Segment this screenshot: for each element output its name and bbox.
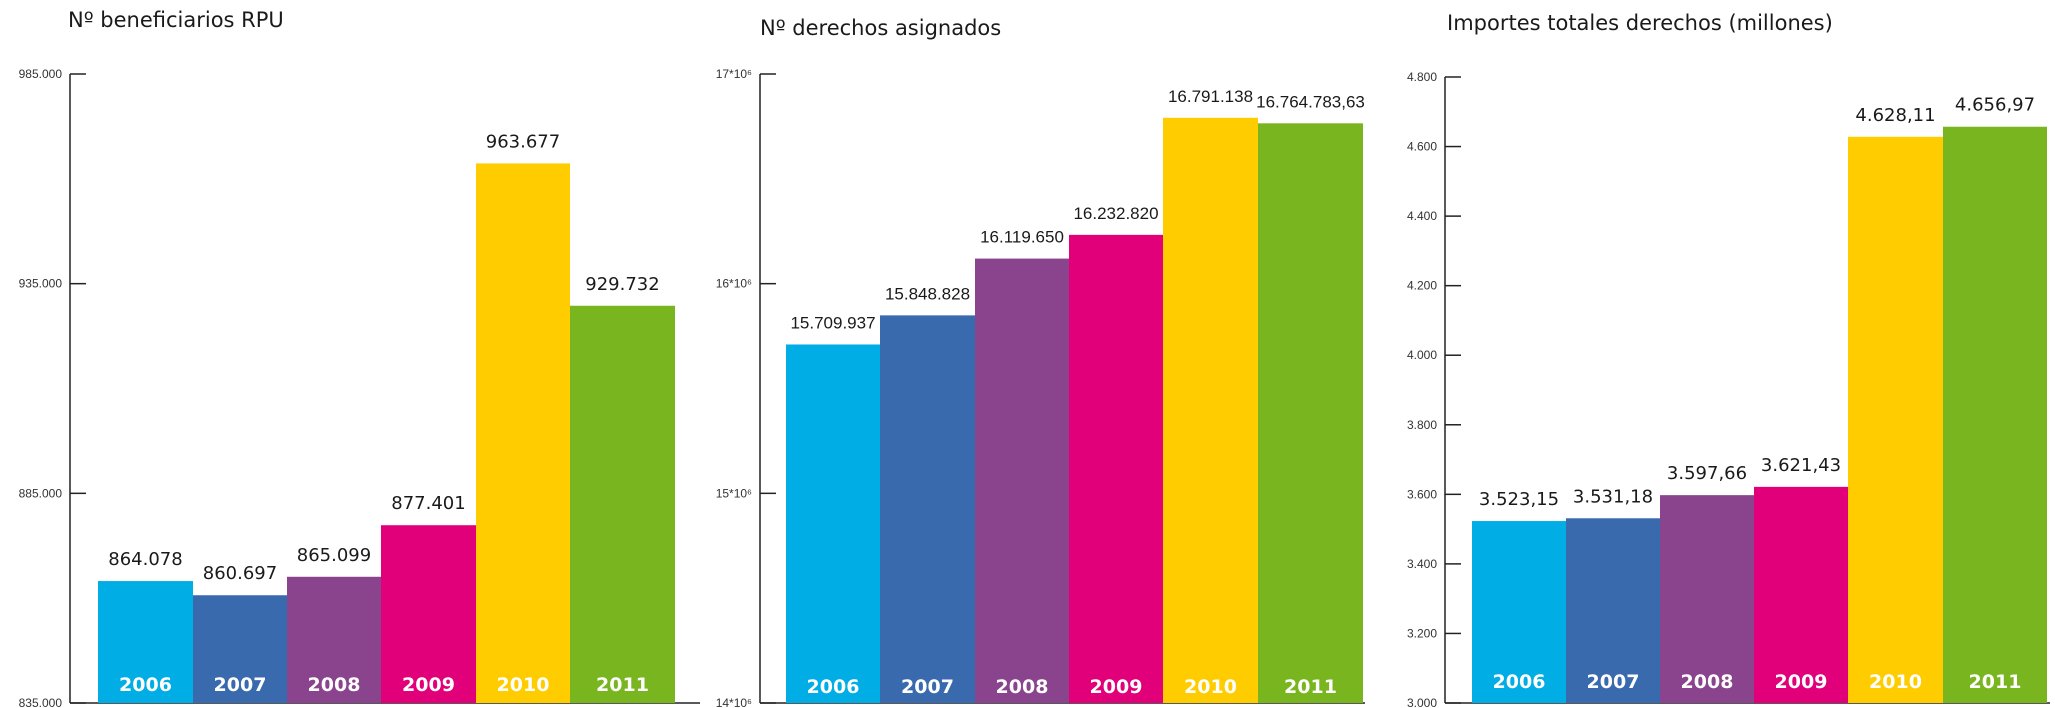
data-label: 963.677	[486, 131, 560, 152]
data-label: 3.523,15	[1479, 489, 1559, 510]
data-label: 16.232.820	[1073, 204, 1158, 223]
x-tick-label: 2009	[402, 674, 455, 696]
data-label: 865.099	[297, 545, 371, 566]
data-label: 3.621,43	[1761, 455, 1841, 476]
x-tick-label: 2009	[1775, 671, 1828, 693]
data-label: 877.401	[391, 493, 465, 514]
data-label: 15.848.828	[885, 284, 970, 303]
y-tick-label: 15*10⁶	[716, 486, 752, 500]
bar-2007	[880, 315, 975, 703]
y-tick-label: 885.000	[19, 486, 63, 500]
data-label: 929.732	[585, 274, 659, 295]
bar-2006	[98, 581, 193, 703]
y-tick-label: 14*10⁶	[716, 696, 752, 708]
x-tick-label: 2008	[308, 674, 361, 696]
bar-2011	[570, 305, 675, 703]
x-tick-label: 2011	[596, 674, 649, 696]
data-label: 3.531,18	[1573, 486, 1653, 507]
data-label: 864.078	[108, 549, 182, 570]
bar-2011	[1943, 126, 2047, 703]
bar-2007	[193, 595, 287, 703]
y-tick-label: 4.200	[1407, 279, 1437, 293]
bar-2007	[1566, 518, 1660, 703]
y-tick-label: 16*10⁶	[716, 277, 752, 291]
y-tick-label: 4.400	[1407, 209, 1437, 223]
x-tick-label: 2009	[1090, 676, 1143, 698]
bar-2009	[381, 525, 476, 703]
data-label: 16.791.138	[1168, 87, 1253, 106]
chart-title: Importes totales derechos (millones)	[1447, 11, 1833, 35]
data-label: 15.709.937	[790, 313, 875, 332]
y-tick-label: 4.000	[1407, 348, 1437, 362]
bar-2008	[287, 576, 381, 703]
y-tick-label: 3.400	[1407, 557, 1437, 571]
bar-2006	[786, 344, 880, 703]
x-tick-label: 2006	[807, 676, 860, 698]
y-tick-label: 4.800	[1407, 70, 1437, 84]
bar-2006	[1472, 521, 1566, 703]
y-tick-label: 3.200	[1407, 626, 1437, 640]
bar-2009	[1754, 486, 1848, 703]
y-tick-label: 3.800	[1407, 418, 1437, 432]
x-tick-label: 2006	[1493, 671, 1546, 693]
y-tick-label: 17*10⁶	[716, 67, 752, 81]
bar-2008	[1660, 495, 1754, 703]
x-tick-label: 2011	[1969, 671, 2022, 693]
x-tick-label: 2008	[1681, 671, 1734, 693]
x-tick-label: 2007	[214, 674, 267, 696]
bar-2010	[1848, 136, 1943, 703]
x-tick-label: 2011	[1284, 676, 1337, 698]
chart-title: Nº derechos asignados	[760, 16, 1001, 40]
data-label: 4.628,11	[1855, 105, 1935, 126]
x-tick-label: 2010	[1869, 671, 1922, 693]
data-label: 3.597,66	[1667, 463, 1747, 484]
x-tick-label: 2007	[901, 676, 954, 698]
data-label: 860.697	[203, 563, 277, 584]
x-tick-label: 2006	[119, 674, 172, 696]
y-tick-label: 935.000	[19, 277, 63, 291]
data-label: 4.656,97	[1955, 95, 2035, 116]
x-tick-label: 2008	[996, 676, 1049, 698]
bar-2011	[1258, 123, 1363, 704]
data-label: 16.119.650	[980, 228, 1064, 247]
data-label: 16.764.783,63	[1256, 92, 1365, 111]
bar-2010	[476, 163, 570, 704]
y-tick-label: 3.000	[1407, 696, 1437, 708]
x-tick-label: 2007	[1587, 671, 1640, 693]
y-tick-label: 3.600	[1407, 487, 1437, 501]
bar-2008	[975, 258, 1069, 703]
bar-2010	[1163, 117, 1258, 704]
y-tick-label: 4.600	[1407, 140, 1437, 154]
y-tick-label: 985.000	[19, 67, 63, 81]
x-tick-label: 2010	[497, 674, 550, 696]
chart-title: Nº beneficiarios RPU	[68, 8, 284, 32]
bar-2009	[1069, 234, 1163, 704]
x-tick-label: 2010	[1184, 676, 1237, 698]
y-tick-label: 835.000	[19, 696, 63, 708]
